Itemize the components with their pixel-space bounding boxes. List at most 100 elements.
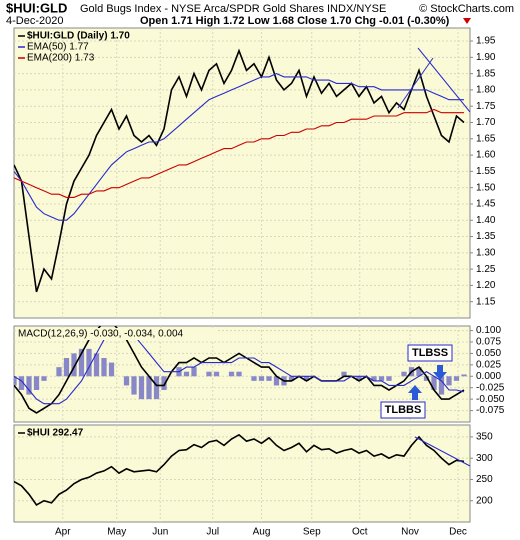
x-tick-label: Dec bbox=[449, 527, 467, 538]
series-line bbox=[14, 433, 465, 507]
histogram-bar bbox=[356, 376, 362, 381]
histogram-bar bbox=[56, 367, 62, 377]
histogram-bar bbox=[93, 353, 100, 377]
histogram-bar bbox=[146, 376, 152, 400]
histogram-bar bbox=[416, 367, 422, 377]
y-tick-label: 0.000 bbox=[476, 371, 501, 382]
arrow bbox=[408, 385, 422, 400]
y-tick-label: 1.65 bbox=[476, 133, 496, 144]
subtitle: Gold Bugs Index - NYSE Arca/SPDR Gold Sh… bbox=[80, 3, 386, 15]
series-line bbox=[14, 48, 465, 293]
y-tick-label: 1.90 bbox=[476, 52, 496, 63]
x-tick-label: Aug bbox=[253, 527, 271, 538]
histogram-bar bbox=[33, 376, 40, 390]
y-tick-label: 1.55 bbox=[476, 166, 496, 177]
legend-label: EMA(50) 1.77 bbox=[27, 42, 89, 53]
x-tick-label: Nov bbox=[401, 527, 419, 538]
y-tick-label: 1.95 bbox=[476, 36, 496, 47]
histogram-bar bbox=[453, 376, 460, 381]
histogram-bar bbox=[273, 376, 280, 386]
histogram-bar bbox=[461, 374, 467, 377]
y-tick-label: 1.80 bbox=[476, 85, 496, 96]
trend-line bbox=[414, 436, 471, 467]
y-tick-label: 1.75 bbox=[476, 101, 496, 112]
histogram-bar bbox=[26, 376, 32, 395]
histogram-bar bbox=[401, 371, 407, 377]
y-tick-label: -0.075 bbox=[476, 405, 505, 416]
x-tick-label: Sep bbox=[303, 527, 321, 538]
histogram-bar bbox=[303, 376, 310, 381]
histogram-bar bbox=[288, 376, 295, 381]
legend: MACD(12,26,9) -0.030, -0.034, 0.004 bbox=[18, 329, 184, 340]
y-tick-label: 0.025 bbox=[476, 359, 501, 370]
histogram-bar bbox=[78, 348, 85, 377]
y-tick-label: 0.075 bbox=[476, 337, 501, 348]
y-tick-label: 1.45 bbox=[476, 199, 496, 210]
annotation-box bbox=[380, 401, 426, 419]
histogram-bar bbox=[423, 376, 430, 381]
y-tick-label: 1.60 bbox=[476, 150, 496, 161]
histogram-bar bbox=[266, 376, 272, 381]
y-tick-label: -0.050 bbox=[476, 394, 505, 405]
histogram-bar bbox=[431, 376, 437, 390]
histogram-bar bbox=[438, 376, 445, 395]
histogram-bar bbox=[378, 376, 385, 381]
annotation-box bbox=[407, 344, 453, 362]
series-line bbox=[14, 108, 464, 198]
y-tick-label: -0.025 bbox=[476, 382, 505, 393]
y-tick-label: 1.50 bbox=[476, 182, 496, 193]
histogram-bar bbox=[386, 376, 392, 381]
histogram-bar bbox=[86, 348, 92, 377]
y-tick-label: 1.35 bbox=[476, 231, 496, 242]
plots: 1.15 1.20 1.25 1.30 1.35 1.40 1.45 1.50 1.55 1.60… bbox=[13, 27, 505, 538]
down-arrow bbox=[463, 18, 471, 24]
trend-line bbox=[417, 47, 471, 113]
y-tick-label: 0.100 bbox=[476, 325, 501, 336]
y-tick-label: 200 bbox=[476, 495, 493, 506]
trend-lines bbox=[397, 47, 471, 467]
y-tick-label: 1.85 bbox=[476, 68, 496, 79]
annotation: TLBBS bbox=[385, 404, 422, 416]
histogram-bar bbox=[138, 376, 145, 400]
trend-line bbox=[397, 57, 434, 109]
histogram-bar bbox=[71, 353, 77, 377]
histogram-bar bbox=[153, 376, 160, 400]
series-line bbox=[14, 330, 465, 405]
histogram-bar bbox=[191, 367, 197, 377]
histogram-bar bbox=[371, 376, 377, 381]
y-tick-label: 1.20 bbox=[476, 280, 496, 291]
arrow bbox=[433, 365, 447, 380]
histogram-bar bbox=[446, 376, 452, 386]
histogram-bar bbox=[236, 371, 242, 377]
x-tick-label: Jul bbox=[206, 527, 219, 538]
histogram-bar bbox=[341, 371, 347, 377]
histogram-bar bbox=[251, 376, 257, 381]
histogram-bar bbox=[41, 376, 47, 381]
x-tick-label: Apr bbox=[55, 527, 71, 538]
histogram-bar bbox=[183, 371, 190, 377]
histogram-bar bbox=[213, 371, 220, 377]
y-tick-label: 1.15 bbox=[476, 296, 496, 307]
legend-label: EMA(200) 1.73 bbox=[27, 53, 95, 64]
y-tick-label: 1.70 bbox=[476, 117, 496, 128]
quote: Open 1.71 High 1.72 Low 1.68 Close 1.70 … bbox=[140, 15, 450, 27]
histogram-bar bbox=[228, 371, 235, 377]
x-tick-label: Jun bbox=[152, 527, 168, 538]
histogram-bar bbox=[206, 371, 212, 377]
histogram-bar bbox=[108, 362, 115, 377]
date: 4-Dec-2020 bbox=[6, 15, 63, 27]
y-tick-label: 350 bbox=[476, 432, 493, 443]
histogram-bar bbox=[101, 358, 107, 377]
y-tick-label: 1.40 bbox=[476, 215, 496, 226]
x-tick-label: May bbox=[107, 527, 126, 538]
x-tick-label: Oct bbox=[352, 527, 368, 538]
y-tick-label: 300 bbox=[476, 453, 493, 464]
credit: © StockCharts.com bbox=[419, 3, 514, 15]
legend-label: $HUI 292.47 bbox=[27, 428, 84, 439]
legend-label: $HUI:GLD (Daily) 1.70 bbox=[27, 31, 130, 42]
histogram-bar bbox=[258, 376, 265, 381]
histogram-bar bbox=[131, 376, 137, 395]
histogram-bar bbox=[63, 358, 70, 377]
